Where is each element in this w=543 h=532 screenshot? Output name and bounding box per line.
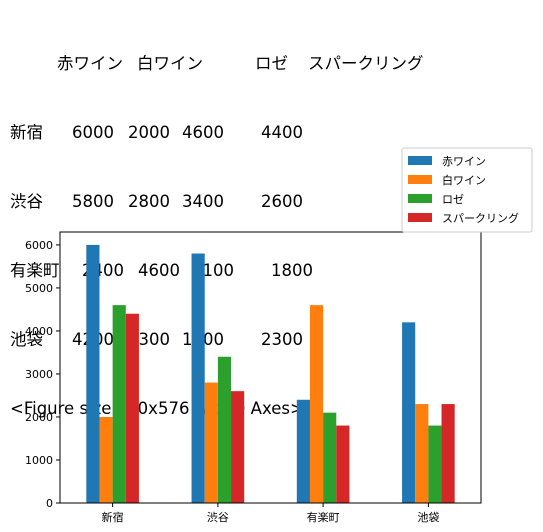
row-index: 有楽町 [10, 261, 60, 280]
legend-swatch [408, 175, 432, 184]
legend [401, 147, 533, 233]
table-cell: 4400 [261, 123, 303, 142]
row-index: 池袋 [10, 330, 43, 349]
table-cell: 2600 [261, 192, 303, 211]
row-index: 渋谷 [10, 192, 43, 211]
legend-swatch [408, 194, 432, 203]
legend-label: 赤ワイン [442, 155, 486, 168]
bar [204, 382, 218, 503]
legend-label: ロゼ [442, 193, 464, 206]
bar [125, 313, 139, 503]
column-header: 白ワイン [137, 54, 203, 73]
column-header: 赤ワイン [57, 54, 123, 73]
row-index: 新宿 [10, 123, 43, 142]
bar [428, 425, 442, 503]
bar [415, 404, 429, 503]
dataframe-header-row: 赤ワイン 白ワイン ロゼ スパークリング [10, 52, 424, 75]
column-header: スパークリング [308, 54, 424, 73]
table-cell: 2800 [128, 192, 170, 211]
y-tick-label: 1000 [25, 454, 53, 467]
bar [323, 412, 337, 503]
x-tick-label: 有楽町 [307, 510, 340, 524]
column-header: ロゼ [255, 54, 288, 73]
dataframe-row: 渋谷 5800 2800 3400 2600 [10, 190, 303, 213]
table-cell: 2300 [261, 330, 303, 349]
bar [441, 404, 455, 503]
bar [296, 399, 310, 503]
table-cell: 6000 [72, 123, 114, 142]
bar [309, 305, 324, 503]
table-cell: 2000 [128, 123, 170, 142]
y-tick-label: 6000 [25, 239, 53, 252]
table-cell: 5800 [72, 192, 114, 211]
legend-swatch [408, 156, 432, 165]
table-cell: 1800 [271, 261, 313, 280]
legend-label: 白ワイン [442, 173, 486, 187]
bar [402, 322, 416, 503]
bar [191, 253, 205, 503]
bar [86, 244, 100, 503]
x-tick-label: 渋谷 [207, 511, 229, 524]
x-tick-label: 新宿 [102, 510, 124, 524]
y-tick-label: 0 [46, 497, 53, 510]
y-tick-label: 2000 [25, 411, 53, 424]
table-cell: 3400 [182, 192, 224, 211]
y-tick-label: 3000 [25, 368, 53, 381]
y-tick-label: 4000 [25, 325, 53, 338]
table-cell: 4600 [182, 123, 224, 142]
y-tick-label: 5000 [25, 282, 53, 295]
dataframe-row: 新宿 6000 2000 4600 4400 [10, 121, 303, 144]
legend-label: スパークリング [442, 211, 519, 225]
bar [217, 356, 232, 503]
x-tick-label: 池袋 [417, 510, 439, 524]
bar [112, 305, 126, 503]
legend-swatch [408, 213, 432, 222]
axes-frame [59, 231, 482, 504]
bar [231, 391, 245, 503]
bar [336, 425, 350, 503]
bar [99, 416, 113, 503]
table-cell: 4600 [138, 261, 180, 280]
